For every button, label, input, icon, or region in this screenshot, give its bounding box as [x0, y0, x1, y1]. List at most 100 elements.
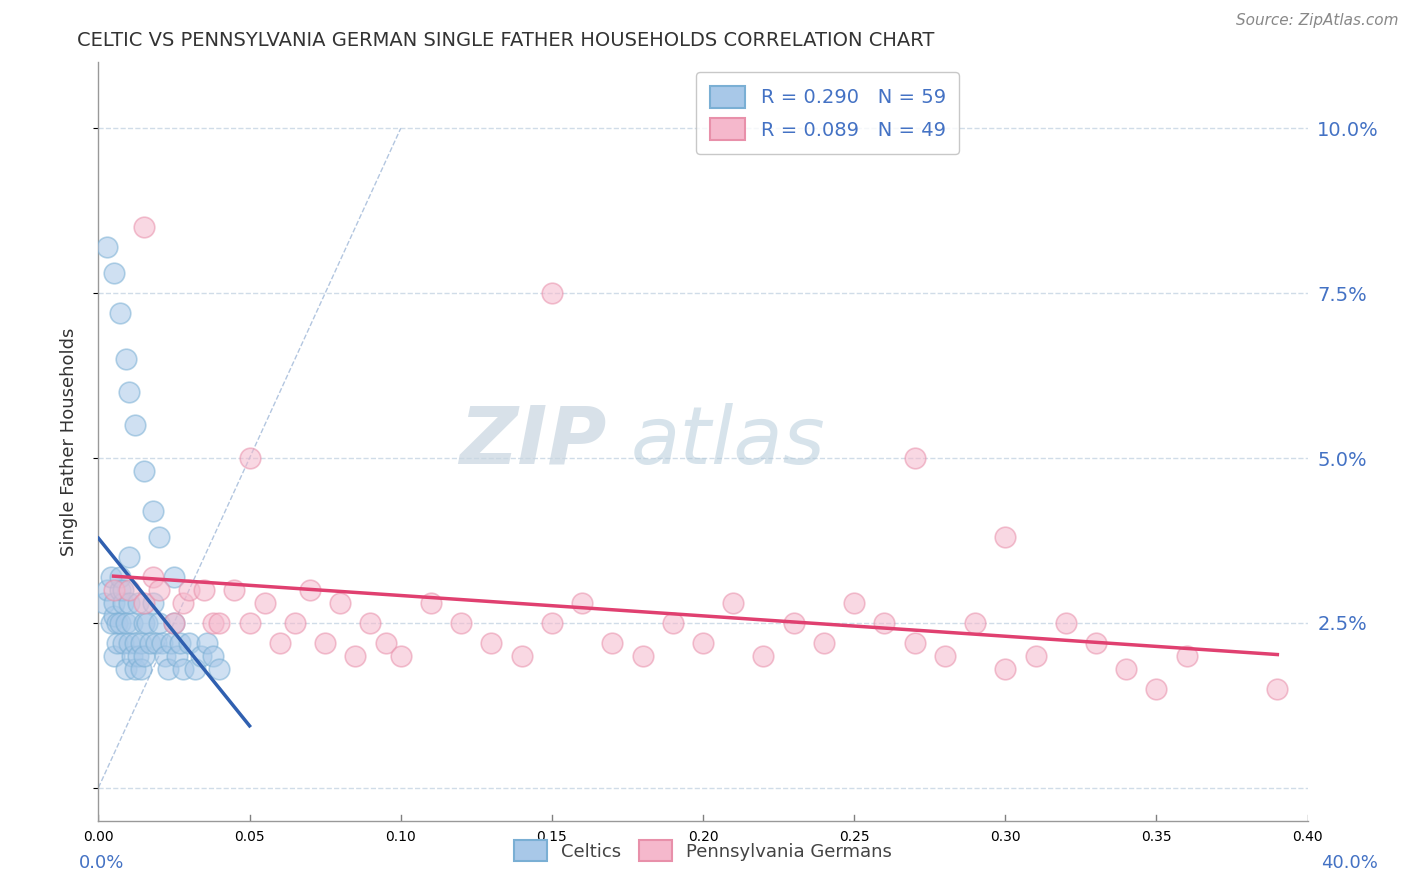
Point [510, 648, 533, 663]
Point [105, 615, 128, 630]
Point [160, 635, 183, 649]
Point [1175, 648, 1198, 663]
Point [129, 662, 152, 676]
Point [114, 615, 136, 630]
Y-axis label: Single Father Households: Single Father Households [59, 327, 77, 556]
Text: 40.0%: 40.0% [1322, 855, 1378, 872]
Point [179, 635, 201, 649]
Point [934, 648, 956, 663]
Point [172, 662, 194, 676]
Point [103, 267, 125, 281]
Point [692, 635, 714, 649]
Point [103, 609, 125, 624]
Point [124, 662, 146, 676]
Point [163, 615, 186, 630]
Point [602, 635, 624, 649]
Point [142, 596, 165, 610]
Point [108, 570, 131, 584]
Point [132, 615, 155, 630]
Point [145, 635, 167, 649]
Point [166, 648, 188, 663]
Point [631, 648, 654, 663]
Point [190, 648, 212, 663]
Point [172, 596, 194, 610]
Point [148, 615, 170, 630]
Point [93, 596, 115, 610]
Point [121, 615, 143, 630]
Point [783, 615, 806, 630]
Point [108, 306, 131, 320]
Point [100, 615, 122, 630]
Point [994, 662, 1017, 676]
Point [253, 596, 276, 610]
Point [127, 648, 149, 663]
Point [723, 596, 745, 610]
Point [127, 596, 149, 610]
Point [129, 635, 152, 649]
Point [169, 635, 191, 649]
Point [103, 648, 125, 663]
Point [108, 615, 131, 630]
Point [314, 635, 336, 649]
Point [132, 648, 155, 663]
Point [1024, 648, 1046, 663]
Point [904, 635, 927, 649]
Point [100, 570, 122, 584]
Point [540, 286, 562, 301]
Point [193, 582, 215, 597]
Point [904, 450, 927, 465]
Text: Source: ZipAtlas.com: Source: ZipAtlas.com [1236, 13, 1399, 29]
Point [752, 648, 775, 663]
Point [389, 648, 412, 663]
Point [1054, 615, 1077, 630]
Text: 0.0%: 0.0% [79, 855, 124, 872]
Point [360, 615, 382, 630]
Point [239, 615, 262, 630]
Point [540, 615, 562, 630]
Point [118, 582, 141, 597]
Point [132, 596, 155, 610]
Point [813, 635, 835, 649]
Text: atlas: atlas [630, 402, 825, 481]
Point [163, 615, 186, 630]
Text: CELTIC VS PENNSYLVANIA GERMAN SINGLE FATHER HOUSEHOLDS CORRELATION CHART: CELTIC VS PENNSYLVANIA GERMAN SINGLE FAT… [77, 31, 935, 50]
Point [844, 596, 866, 610]
Point [1085, 635, 1108, 649]
Point [118, 635, 141, 649]
Point [269, 635, 291, 649]
Point [873, 615, 896, 630]
Point [994, 530, 1017, 544]
Point [661, 615, 683, 630]
Point [571, 596, 593, 610]
Point [142, 570, 165, 584]
Point [202, 648, 225, 663]
Point [114, 662, 136, 676]
Point [96, 240, 118, 254]
Point [103, 596, 125, 610]
Point [374, 635, 396, 649]
Point [118, 549, 141, 564]
Point [224, 582, 246, 597]
Point [195, 635, 218, 649]
Point [1115, 662, 1137, 676]
Point [124, 635, 146, 649]
Point [299, 582, 322, 597]
Point [179, 582, 201, 597]
Point [1267, 681, 1289, 696]
Point [420, 596, 443, 610]
Point [163, 570, 186, 584]
Point [114, 352, 136, 367]
Point [148, 582, 170, 597]
Legend: Celtics, Pennsylvania Germans: Celtics, Pennsylvania Germans [506, 833, 900, 869]
Point [208, 615, 231, 630]
Point [111, 596, 134, 610]
Point [103, 582, 125, 597]
Point [156, 662, 179, 676]
Point [150, 635, 173, 649]
Point [121, 648, 143, 663]
Point [329, 596, 352, 610]
Point [96, 582, 118, 597]
Point [965, 615, 987, 630]
Point [284, 615, 307, 630]
Point [239, 450, 262, 465]
